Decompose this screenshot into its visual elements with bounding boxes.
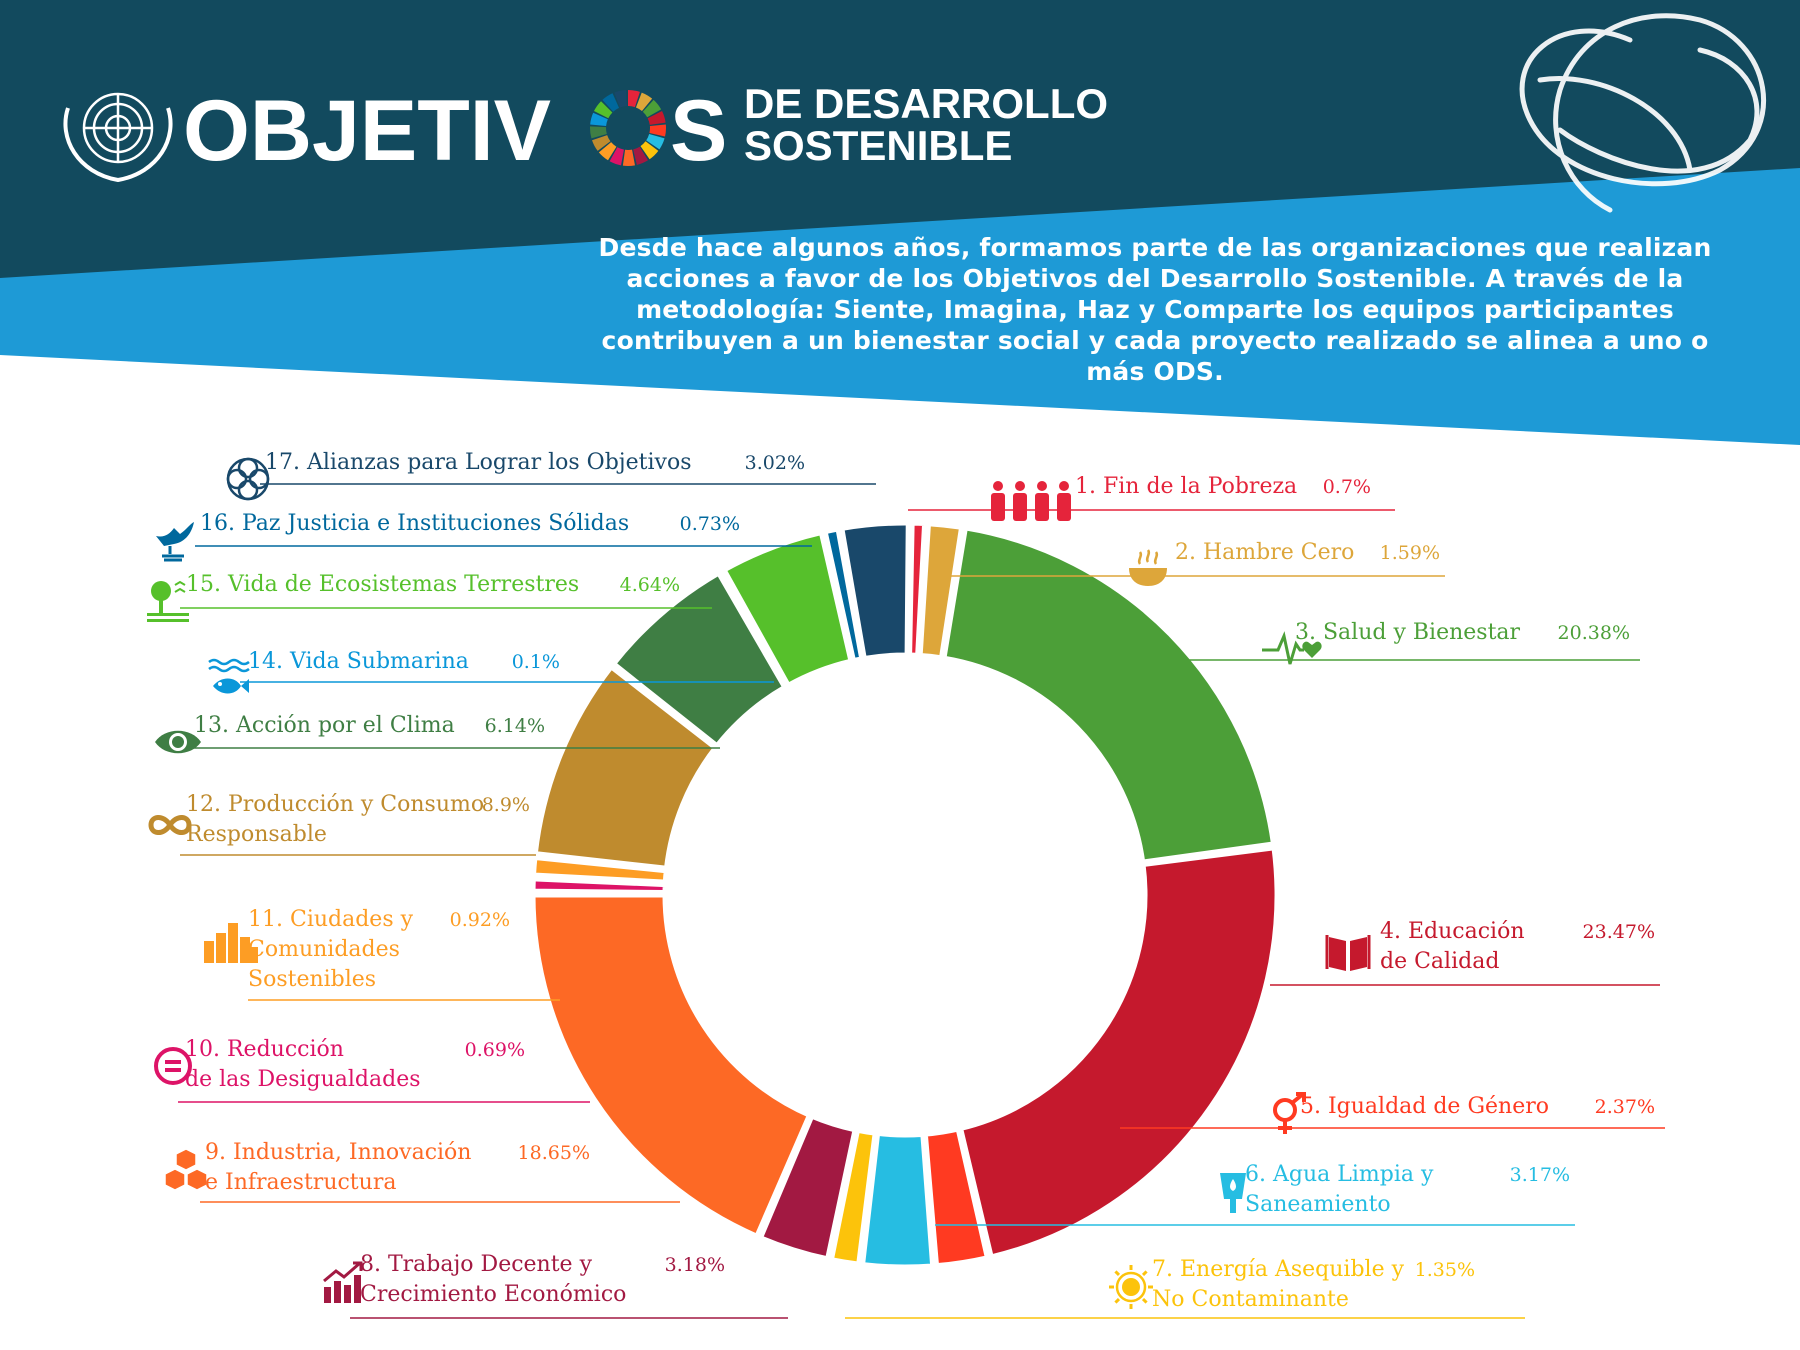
slice-label-2: 2. Hambre Cero [1175, 540, 1355, 565]
sdg-wheel-segment [635, 92, 653, 112]
slice-value-4: 23.47% [1582, 921, 1655, 943]
sdg-wheel-segment [642, 99, 662, 118]
sdg-wheel-segment [592, 135, 611, 151]
connector-lines [178, 483, 1665, 1319]
sdg-wheel-segment [622, 149, 635, 166]
donut-slice-3 [941, 525, 1277, 865]
slice-label-16: 16. Paz Justicia e Instituciones Sólidas [200, 511, 630, 536]
subtitle-line2: SOSTENIBLE [744, 122, 1012, 169]
slice-label-12: 12. Producción y Consumo Responsable [186, 792, 485, 847]
donut-slice-11 [530, 854, 669, 885]
sdg-wheel-segment [646, 134, 665, 150]
gender-icon [1265, 1092, 1311, 1138]
slice-value-5: 2.37% [1594, 1096, 1655, 1118]
slice-label-6: 6. Agua Limpia y Saneamiento [1245, 1162, 1434, 1217]
sdg-wheel-icon [590, 90, 666, 166]
slice-value-7: 1.35% [1414, 1259, 1475, 1281]
eye-globe-icon [153, 719, 203, 765]
slice-label-5: 5. Igualdad de Género [1300, 1094, 1549, 1119]
slice-label-3: 3. Salud y Bienestar [1295, 620, 1521, 645]
donut-slice-10 [530, 876, 668, 896]
equal-icon [150, 1043, 196, 1089]
slice-value-10: 0.69% [464, 1039, 525, 1061]
sdg-wheel-segment [649, 124, 666, 137]
intro-text: Desde hace algunos años, formamos parte … [598, 233, 1712, 386]
header-dark-band [0, 0, 1800, 278]
donut-slice-16 [822, 526, 865, 664]
donut-slice-1 [907, 520, 928, 658]
slice-value-6: 3.17% [1509, 1164, 1570, 1186]
slice-value-14: 0.1% [511, 651, 560, 673]
sdg-wheel-segment [602, 93, 620, 112]
sdg-wheel-segment [590, 126, 607, 139]
un-emblem-icon [63, 92, 173, 183]
bowl-icon [1125, 546, 1171, 592]
slice-label-13: 13. Acción por el Clima [194, 713, 455, 738]
slice-value-13: 6.14% [484, 715, 545, 737]
slice-label-1: 1. Fin de la Pobreza [1075, 474, 1298, 499]
slice-label-14: 14. Vida Submarina [248, 649, 469, 674]
donut-slice-7 [828, 1127, 878, 1267]
subtitle-line1: DE DESARROLLO [744, 80, 1108, 127]
title-left: OBJETIV [183, 83, 551, 179]
slice-value-2: 1.59% [1379, 542, 1440, 564]
scribble-decoration [1519, 13, 1767, 213]
slice-value-3: 20.38% [1557, 622, 1630, 644]
slice-label-15: 15. Vida de Ecosistemas Terrestres [186, 572, 580, 597]
sdg-wheel-segment [593, 101, 613, 119]
slice-value-11: 0.92% [449, 909, 510, 931]
book-icon [1325, 929, 1371, 975]
donut-slice-5 [922, 1126, 991, 1269]
heartbeat-icon [1260, 626, 1324, 672]
sdg-wheel-segment [598, 142, 617, 161]
sdg-wheel-segment [609, 147, 624, 166]
donut-slice-2 [917, 521, 965, 661]
fish-icon [205, 654, 251, 700]
city-icon [202, 919, 258, 965]
dove-icon [150, 516, 196, 562]
donut-chart [530, 520, 1280, 1270]
sun-icon [1108, 1264, 1154, 1310]
donut-slice-6 [859, 1130, 936, 1270]
sdg-wheel-segment [590, 112, 608, 126]
donut-slice-15 [720, 529, 855, 689]
slice-label-10: 10. Reducción de las Desigualdades [185, 1037, 421, 1092]
slice-label-7: 7. Energía Asequible y No Contaminante [1152, 1257, 1405, 1312]
slice-value-15: 4.64% [619, 574, 680, 596]
infinity-icon [147, 802, 193, 848]
tree-icon [145, 577, 191, 623]
slice-label-11: 11. Ciudades y Comunidades Sostenibles [248, 907, 414, 992]
family-icon [985, 478, 1077, 524]
slice-value-16: 0.73% [679, 513, 740, 535]
water-icon [1210, 1169, 1256, 1215]
donut-slice-17 [838, 520, 911, 662]
sdg-wheel-segment [633, 146, 649, 165]
slice-value-1: 0.7% [1322, 476, 1371, 498]
slice-label-9: 9. Industria, Innovación e Infraestructu… [205, 1140, 472, 1195]
growth-icon [320, 1259, 366, 1305]
title-right: S [670, 83, 727, 179]
slice-value-12: 8.9% [481, 794, 530, 816]
sdg-wheel-segment [647, 111, 666, 125]
flower-icon [225, 456, 271, 502]
sdg-wheel-segment [640, 141, 659, 160]
sdg-wheel-segment [614, 90, 627, 108]
slice-value-17: 3.02% [744, 452, 805, 474]
slice-value-9: 18.65% [517, 1142, 590, 1164]
cubes-icon [163, 1147, 209, 1193]
donut-slice-12 [532, 663, 719, 872]
sdg-wheel-segment [628, 90, 640, 108]
slice-label-4: 4. Educación de Calidad [1380, 919, 1525, 974]
donut-slice-9 [530, 892, 813, 1240]
slice-label-8: 8. Trabajo Decente y Crecimiento Económi… [360, 1252, 627, 1307]
donut-slice-8 [757, 1112, 859, 1262]
slice-value-8: 3.18% [664, 1254, 725, 1276]
donut-slice-4 [957, 845, 1280, 1260]
slice-label-17: 17. Alianzas para Lograr los Objetivos [265, 450, 692, 475]
